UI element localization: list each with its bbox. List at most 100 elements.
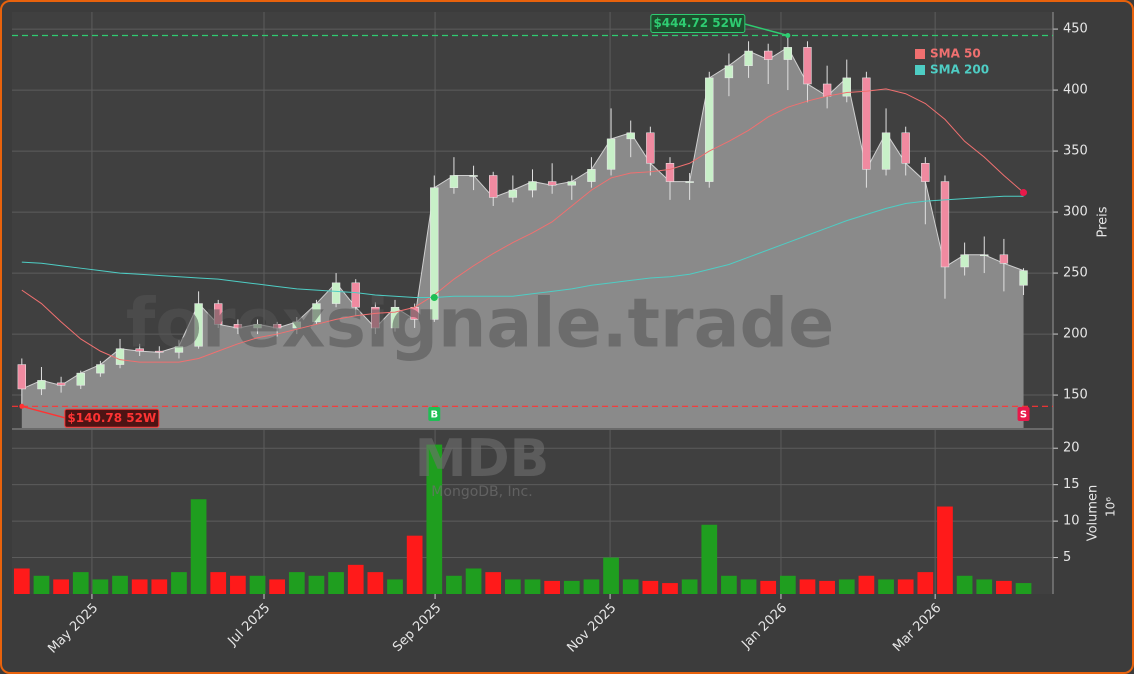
extreme-label: $140.78 52W	[67, 411, 156, 425]
candle-body	[626, 132, 635, 140]
volume-bar	[1015, 583, 1032, 594]
y-tick-label: 400	[1063, 83, 1088, 98]
extreme-arrow-head	[19, 403, 25, 409]
volume-bar	[210, 572, 227, 594]
candle-body	[449, 175, 459, 188]
volume-bar	[406, 535, 423, 594]
y-tick-label: 350	[1063, 144, 1088, 159]
y-tick-label: 10	[1063, 514, 1080, 529]
candle-body	[272, 324, 282, 329]
y-tick-label: 250	[1063, 266, 1088, 281]
volume-bar	[603, 557, 619, 594]
volume-bar	[681, 579, 698, 594]
candle-body	[862, 77, 871, 170]
candle-body	[901, 132, 910, 164]
candle-body	[980, 254, 989, 257]
candle-body	[822, 83, 832, 97]
volume-bar	[347, 564, 364, 594]
volume-bar	[131, 579, 148, 594]
candle-body	[724, 65, 734, 79]
candle-body	[155, 350, 164, 353]
candle-body	[528, 181, 537, 191]
volume-bar	[897, 579, 914, 594]
extreme-label-box	[64, 408, 160, 428]
volume-bar	[721, 575, 737, 594]
volume-bar	[642, 580, 659, 594]
signal-dot	[1020, 189, 1028, 197]
volume-bar	[190, 499, 207, 594]
y-tick-label: 450	[1063, 22, 1088, 37]
volume-bar	[622, 579, 639, 594]
candle-body	[764, 50, 773, 60]
volume-bar	[465, 568, 482, 594]
candle-body	[646, 132, 655, 164]
extreme-label-box	[650, 14, 746, 34]
volume-bar	[446, 575, 462, 594]
y-tick-label: 200	[1063, 327, 1088, 342]
extreme-arrow	[742, 22, 789, 37]
candle-body	[312, 303, 321, 323]
volume-bar	[917, 572, 934, 594]
volume-bar	[249, 575, 266, 594]
candle-body	[606, 138, 616, 170]
candle-body	[194, 303, 203, 347]
y-tick-label: 5	[1063, 550, 1071, 565]
sma-line	[21, 195, 1024, 298]
candle-body	[233, 324, 243, 329]
volume-bar	[171, 572, 187, 594]
candle-body	[371, 306, 380, 329]
candle-body	[96, 364, 105, 374]
candle-body	[37, 380, 46, 390]
legend-swatch	[915, 65, 925, 75]
volume-bar	[288, 572, 305, 594]
candle-body	[253, 324, 262, 329]
candle-body	[469, 175, 478, 177]
y-tick-label: 15	[1063, 477, 1080, 492]
y-tick-label: 300	[1063, 205, 1088, 220]
extreme-arrow-head	[785, 33, 791, 39]
symbol-watermark: MDB	[415, 429, 550, 489]
candle-body	[1019, 270, 1028, 286]
candle-body	[174, 346, 184, 353]
candle-body	[744, 50, 753, 66]
legend-label: SMA 200	[930, 63, 989, 77]
candle-body	[17, 364, 26, 390]
signal-label: B	[430, 410, 438, 421]
volume-bar	[937, 506, 953, 594]
candle-body	[76, 372, 85, 386]
candle-body	[999, 254, 1009, 264]
volume-bar	[563, 580, 580, 594]
candle-body	[292, 321, 301, 329]
candle-body	[921, 163, 930, 182]
company-watermark: MongoDB, Inc.	[431, 484, 532, 500]
volume-bar	[151, 579, 168, 594]
volume-bar	[740, 579, 757, 594]
volume-bar	[328, 572, 344, 594]
candle-body	[665, 163, 675, 182]
candle-body	[881, 132, 891, 170]
sma-line	[21, 88, 1024, 363]
volume-bar	[524, 579, 541, 594]
candle-body	[803, 47, 812, 85]
candle-body	[390, 306, 400, 329]
signal-box	[428, 407, 441, 421]
candle-body	[115, 348, 125, 365]
candle-body	[547, 181, 557, 186]
volume-bar	[308, 575, 325, 594]
candle-body	[214, 303, 223, 325]
candle-body	[567, 181, 576, 186]
price-line	[21, 46, 1024, 390]
volume-bar	[72, 572, 89, 594]
candle-body	[56, 382, 66, 386]
candle-body	[489, 175, 498, 198]
volume-bar	[701, 524, 718, 594]
volume-bar	[996, 580, 1012, 594]
volume-bar	[269, 579, 286, 594]
candle-body	[430, 187, 439, 320]
y-tick-label: 150	[1063, 388, 1088, 403]
watermark: forexsignale.trade	[126, 285, 835, 364]
volume-bar	[583, 579, 600, 594]
volume-bar	[426, 444, 443, 594]
candle-body	[685, 181, 694, 183]
